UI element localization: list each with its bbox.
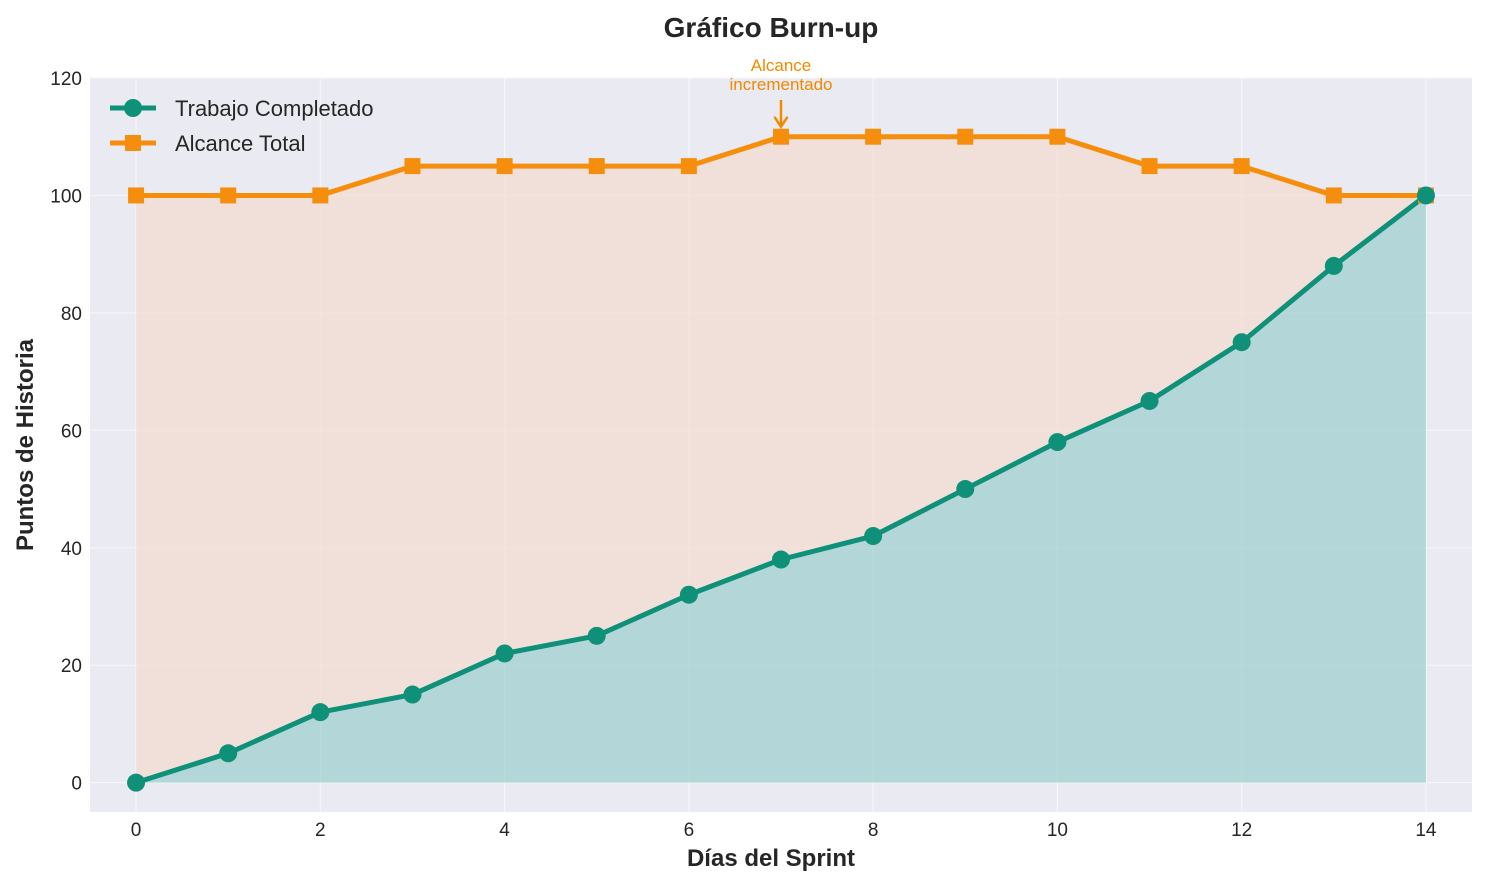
completed-work-point: [864, 527, 883, 546]
total-scope-point: [680, 158, 697, 175]
x-tick-label: 0: [131, 820, 142, 841]
series-markers: [127, 128, 1435, 792]
x-tick-label: 14: [1415, 820, 1437, 841]
completed-work-point: [772, 550, 790, 569]
total-scope-point: [496, 158, 513, 175]
legend-swatch-marker: [124, 99, 142, 117]
completed-work-point: [1324, 256, 1343, 275]
annotation-arrow-head: [773, 116, 789, 129]
completed-work-point: [679, 585, 698, 604]
completed-work-point: [956, 480, 975, 499]
y-tick-label: 100: [50, 186, 82, 207]
completed-work-point: [1232, 333, 1251, 352]
completed-work-point: [1416, 186, 1435, 205]
completed-work-point: [587, 626, 606, 645]
completed-work-point: [1140, 391, 1159, 410]
tick-labels: 0 2 4 6 8 10 12 14 0 20 40 60 80 100 120: [50, 69, 1437, 841]
completed-work-point: [127, 773, 146, 792]
total-scope-point: [1141, 158, 1158, 175]
y-tick-label: 0: [71, 774, 82, 795]
legend-item-total-scope: Alcance Total: [110, 131, 305, 156]
y-axis-title: Puntos de Historia: [12, 338, 39, 551]
x-tick-label: 8: [868, 820, 879, 841]
completed-work-point: [403, 685, 422, 704]
total-scope-point: [588, 158, 605, 175]
total-scope-point: [220, 187, 237, 204]
x-axis-title: Días del Sprint: [687, 845, 855, 872]
total-scope-point: [128, 187, 145, 204]
completed-work-point: [311, 703, 330, 722]
y-tick-label: 80: [61, 304, 82, 325]
y-tick-label: 120: [50, 69, 82, 90]
x-tick-label: 4: [499, 820, 510, 841]
x-tick-label: 2: [315, 820, 326, 841]
completed-work-area: [136, 195, 1426, 783]
total-scope-point: [404, 158, 421, 175]
total-scope-point: [1233, 158, 1250, 175]
total-scope-point: [773, 128, 789, 145]
y-tick-label: 40: [61, 539, 82, 560]
x-tick-label: 6: [684, 820, 695, 841]
total-scope-point: [312, 187, 329, 204]
chart-title: Gráfico Burn-up: [664, 12, 879, 43]
scope-gap-area: [136, 136, 1426, 783]
completed-work-point: [219, 744, 238, 763]
x-tick-label: 10: [1047, 820, 1068, 841]
total-scope-point: [1049, 128, 1066, 145]
total-scope-point: [957, 128, 974, 145]
completed-work-point: [495, 644, 514, 663]
y-tick-label: 20: [61, 656, 82, 677]
legend-item-completed-work: Trabajo Completado: [110, 96, 374, 121]
total-scope-point: [1325, 187, 1342, 204]
completed-work-point: [1048, 433, 1067, 452]
legend-swatch-marker: [125, 135, 141, 151]
y-tick-label: 60: [61, 421, 82, 442]
x-tick-label: 12: [1231, 820, 1252, 841]
annotation-label: Alcance incrementado: [729, 56, 832, 94]
legend: Trabajo Completado Alcance Total: [110, 96, 374, 156]
annotations: Alcance incrementado: [729, 56, 833, 129]
legend-label: Trabajo Completado: [175, 96, 374, 121]
area-fills: [136, 136, 1426, 783]
total-scope-point: [865, 128, 882, 145]
legend-label: Alcance Total: [175, 131, 305, 156]
